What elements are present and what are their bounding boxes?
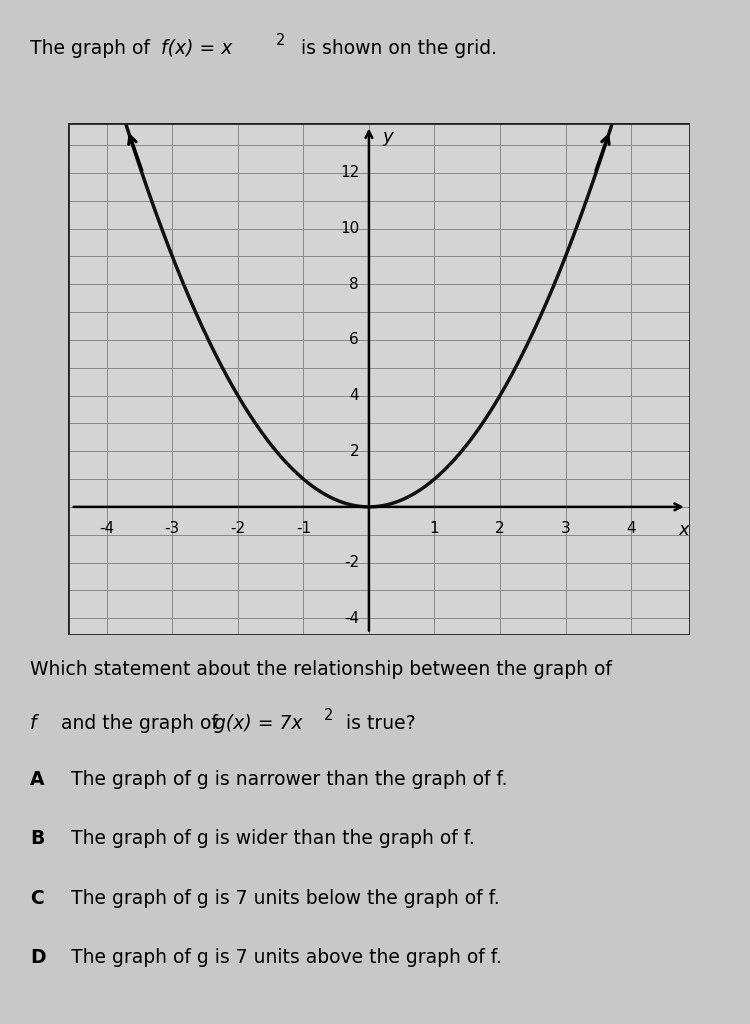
Text: 6: 6 xyxy=(350,333,359,347)
Text: f: f xyxy=(30,714,37,733)
Text: and the graph of: and the graph of xyxy=(49,714,230,733)
Text: 2: 2 xyxy=(495,521,505,536)
Text: 2: 2 xyxy=(276,33,285,48)
Text: The graph of g is narrower than the graph of f.: The graph of g is narrower than the grap… xyxy=(71,770,508,790)
Text: 4: 4 xyxy=(350,388,359,403)
Text: x: x xyxy=(678,521,688,539)
Text: -2: -2 xyxy=(230,521,245,536)
Text: 12: 12 xyxy=(340,166,359,180)
Text: -1: -1 xyxy=(296,521,311,536)
Text: 2: 2 xyxy=(324,708,333,723)
Text: 1: 1 xyxy=(430,521,439,536)
Text: y: y xyxy=(382,128,393,146)
Text: is true?: is true? xyxy=(334,714,416,733)
Text: 8: 8 xyxy=(350,276,359,292)
Text: 4: 4 xyxy=(626,521,636,536)
Text: The graph of: The graph of xyxy=(30,39,162,58)
Text: 2: 2 xyxy=(350,443,359,459)
Text: is shown on the grid.: is shown on the grid. xyxy=(289,39,496,58)
Text: The graph of g is wider than the graph of f.: The graph of g is wider than the graph o… xyxy=(71,829,475,849)
Text: -4: -4 xyxy=(99,521,115,536)
Text: 3: 3 xyxy=(560,521,570,536)
Text: A: A xyxy=(30,770,44,790)
Text: -2: -2 xyxy=(344,555,359,570)
Text: -4: -4 xyxy=(344,610,359,626)
Text: C: C xyxy=(30,889,44,908)
Text: The graph of g is 7 units below the graph of f.: The graph of g is 7 units below the grap… xyxy=(71,889,500,908)
Text: -3: -3 xyxy=(165,521,180,536)
Text: g(x) = 7x: g(x) = 7x xyxy=(214,714,302,733)
Text: B: B xyxy=(30,829,44,849)
Text: D: D xyxy=(30,948,46,968)
Text: The graph of g is 7 units above the graph of f.: The graph of g is 7 units above the grap… xyxy=(71,948,502,968)
Text: f(x) = x: f(x) = x xyxy=(161,39,232,58)
Text: Which statement about the relationship between the graph of: Which statement about the relationship b… xyxy=(30,660,612,680)
Text: 10: 10 xyxy=(340,221,359,237)
